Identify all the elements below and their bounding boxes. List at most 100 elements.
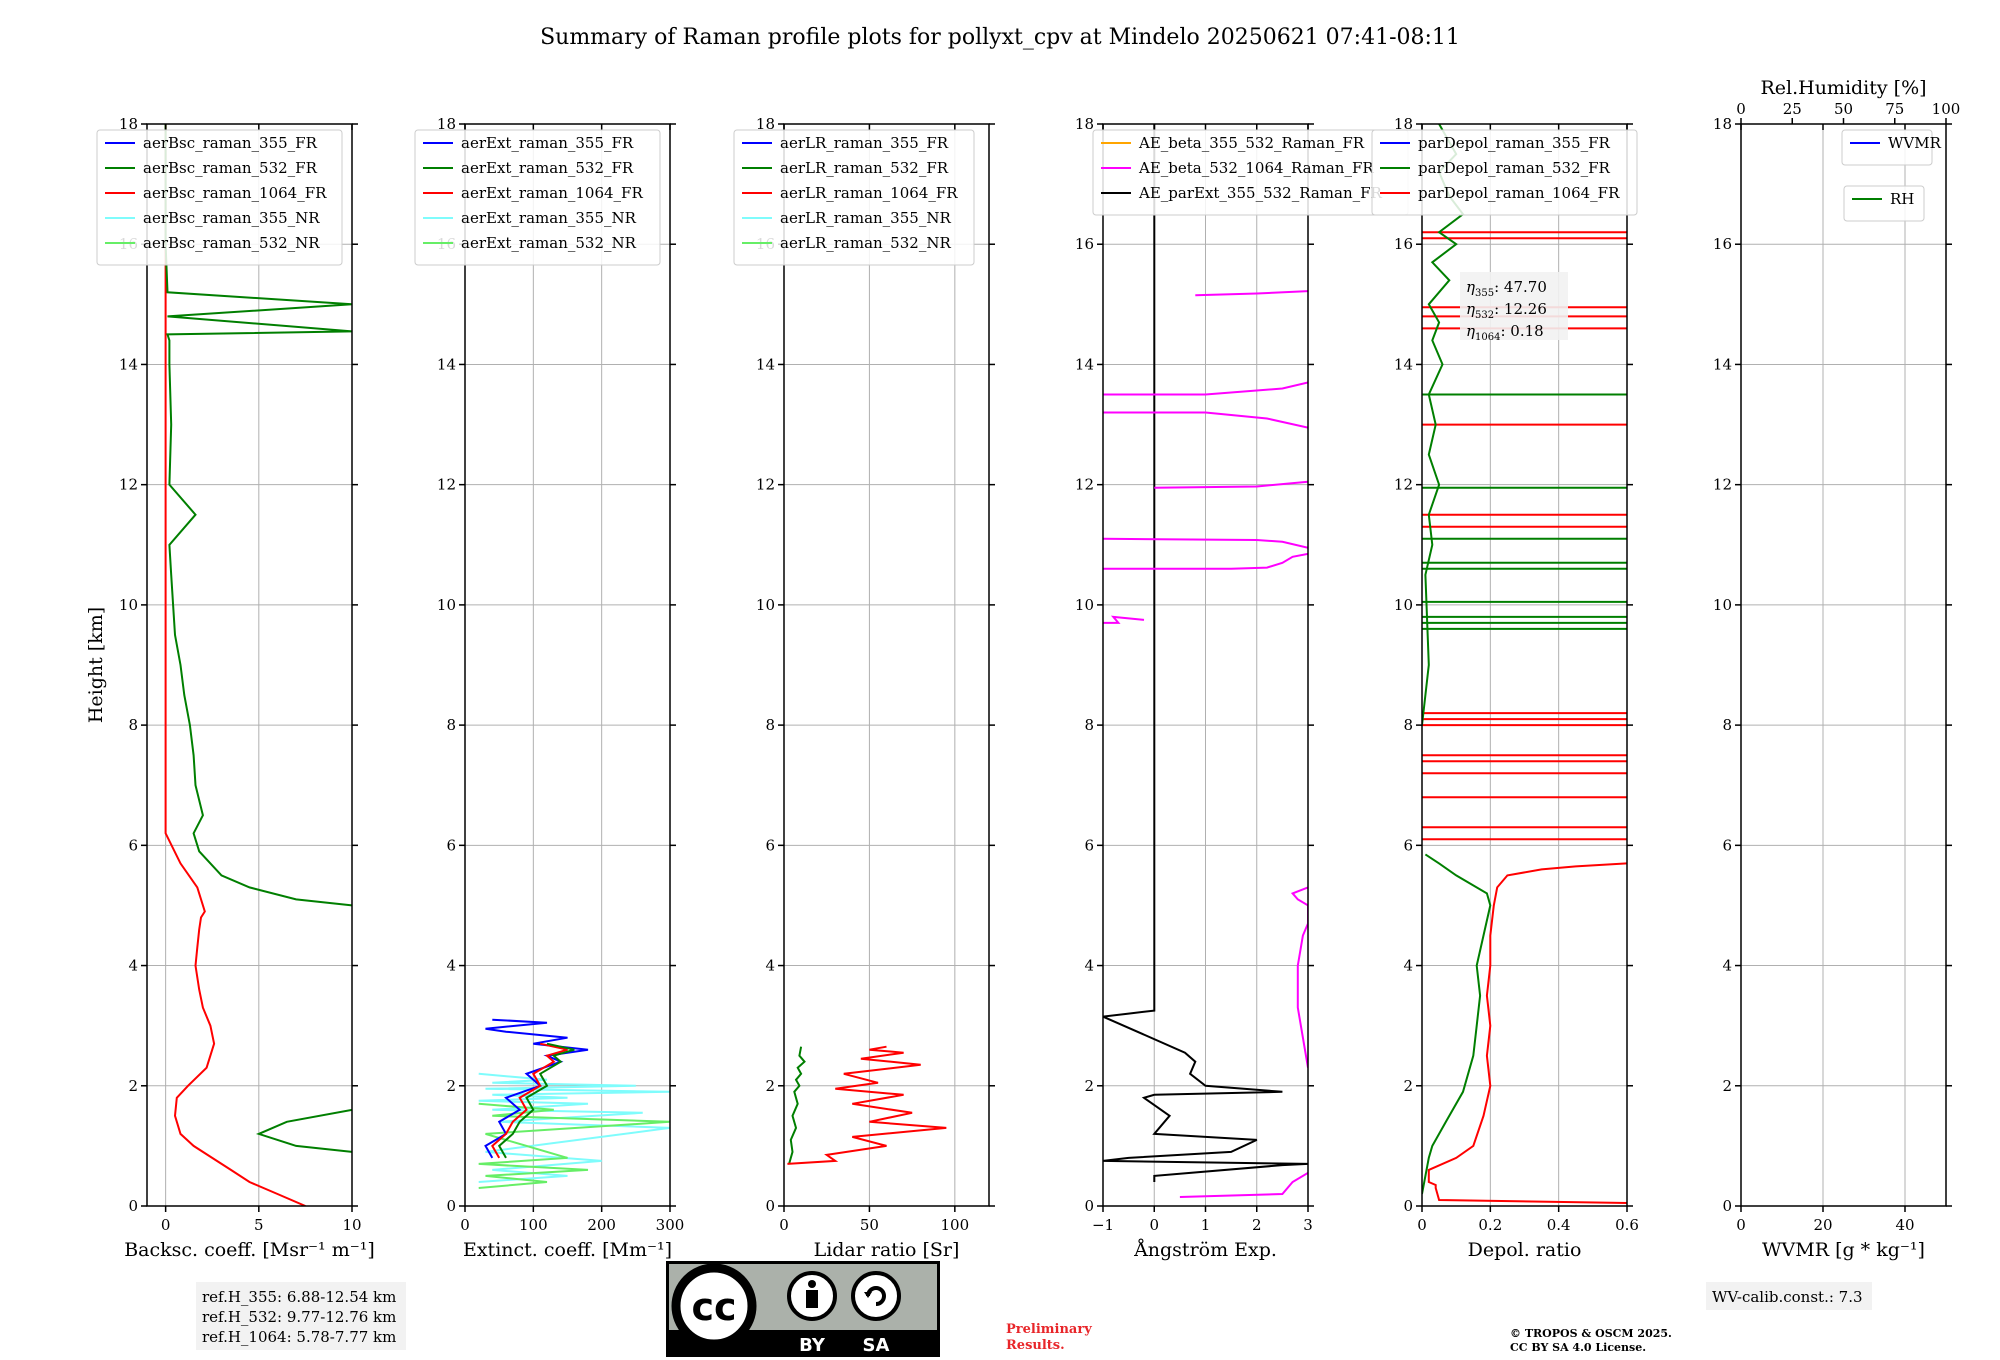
legend-entry: parDepol_raman_532_FR — [1418, 159, 1611, 177]
ref-heights-box: ref.H_355: 6.88-12.54 km ref.H_532: 9.77… — [196, 1282, 406, 1350]
by-label: BY — [799, 1335, 826, 1356]
y-tick-label: 18 — [119, 115, 138, 133]
top-x-tick-label: 75 — [1885, 100, 1904, 118]
top-x-tick-label: 25 — [1783, 100, 1802, 118]
y-tick-label: 8 — [1403, 716, 1413, 734]
y-tick-label: 0 — [765, 1197, 775, 1215]
x-axis-label: Depol. ratio — [1468, 1239, 1582, 1261]
y-tick-label: 16 — [1394, 235, 1413, 253]
series-line-magenta — [1103, 411, 1308, 429]
y-tick-label: 10 — [756, 596, 775, 614]
ref-height-1064: ref.H_1064: 5.78-7.77 km — [202, 1328, 396, 1346]
legend-box — [1841, 129, 1933, 166]
x-axis-label: Backsc. coeff. [Msr⁻¹ m⁻¹] — [124, 1239, 375, 1261]
legend-entry: aerExt_raman_355_NR — [461, 209, 637, 227]
cc-icon — [671, 1263, 757, 1349]
y-tick-label: 16 — [1075, 235, 1094, 253]
axes-frame — [1421, 123, 1628, 1207]
legend-rh: RH — [1843, 185, 1925, 222]
annotation-line: η532: 12.26 — [1466, 300, 1547, 321]
copyright-line-1: © TROPOS & OSCM 2025. — [1510, 1327, 1672, 1340]
y-tick-label: 18 — [1713, 115, 1732, 133]
series-line-red — [164, 124, 306, 1206]
series-group — [787, 1045, 947, 1165]
series-group — [1103, 124, 1308, 1198]
y-tick-label: 4 — [1403, 957, 1413, 975]
x-tick-label: 100 — [941, 1216, 970, 1234]
top-x-tick-label: 50 — [1834, 100, 1853, 118]
axes-frame — [146, 123, 353, 1207]
legend-entry: aerExt_raman_532_FR — [461, 159, 634, 177]
y-tick-label: 12 — [437, 476, 456, 494]
series-line-red — [1427, 862, 1627, 1204]
series-line-red — [491, 1042, 568, 1159]
legend: aerExt_raman_355_FR aerExt_raman_532_FRae… — [414, 129, 661, 266]
y-tick-label: 0 — [128, 1197, 138, 1215]
copyright-line-2: CC BY SA 4.0 License. — [1510, 1341, 1646, 1354]
legend-entry: aerLR_raman_1064_FR — [780, 184, 958, 202]
ref-height-355: ref.H_355: 6.88-12.54 km — [202, 1288, 396, 1306]
y-tick-label: 4 — [128, 957, 138, 975]
y-tick-label: 18 — [1394, 115, 1413, 133]
legend-entry: aerBsc_raman_355_FR — [143, 134, 318, 152]
y-tick-label: 6 — [1403, 836, 1413, 854]
axes-frame — [1740, 123, 1947, 1207]
legend-entry: aerLR_raman_532_NR — [780, 234, 951, 252]
legend-entry: aerBsc_raman_532_FR — [143, 159, 318, 177]
y-tick-label: 16 — [1713, 235, 1732, 253]
legend-entry: aerExt_raman_1064_FR — [461, 184, 643, 202]
x-tick-label: 1 — [1201, 1216, 1211, 1234]
y-tick-label: 14 — [756, 355, 775, 373]
series-line-magenta — [1154, 480, 1308, 489]
x-tick-label: 50 — [860, 1216, 879, 1234]
legend-entry: parDepol_raman_355_FR — [1418, 134, 1611, 152]
legend-box — [1371, 129, 1638, 216]
legend-box — [733, 129, 975, 266]
y-tick-label: 8 — [1084, 716, 1094, 734]
wv-calib-const: WV-calib.const.: 7.3 — [1712, 1288, 1863, 1306]
x-tick-label: 3 — [1303, 1216, 1313, 1234]
preliminary-label: Preliminary — [1006, 1322, 1092, 1337]
y-tick-label: 2 — [1403, 1077, 1413, 1095]
y-tick-label: 0 — [1403, 1197, 1413, 1215]
y-tick-label: 0 — [1722, 1197, 1732, 1215]
y-tick-label: 14 — [437, 355, 456, 373]
series-line-black — [1103, 124, 1308, 1182]
axes-frame — [783, 123, 990, 1207]
y-tick-label: 4 — [1084, 957, 1094, 975]
series-line-green — [255, 1108, 352, 1153]
legend-entry: RH — [1890, 190, 1914, 208]
legend-box — [1843, 185, 1925, 222]
top-x-tick-label: 100 — [1932, 100, 1961, 118]
x-tick-label: 100 — [519, 1216, 548, 1234]
y-tick-label: 4 — [1722, 957, 1732, 975]
series-line-magenta — [1195, 290, 1308, 297]
y-tick-label: 2 — [765, 1077, 775, 1095]
y-tick-label: 8 — [128, 716, 138, 734]
legend-entry: aerLR_raman_355_FR — [780, 134, 949, 152]
x-tick-label: 300 — [656, 1216, 685, 1234]
legend-entry: aerExt_raman_532_NR — [461, 234, 637, 252]
x-axis-label: Lidar ratio [Sr] — [814, 1239, 960, 1261]
panel-3: 050100024681012141618Lidar ratio [Sr]aer… — [733, 115, 995, 1261]
y-tick-label: 18 — [1075, 115, 1094, 133]
series-line-magenta — [1103, 552, 1308, 570]
figure-title: Summary of Raman profile plots for polly… — [540, 25, 1460, 50]
x-tick-label: 5 — [254, 1216, 264, 1234]
y-tick-label: 2 — [1722, 1077, 1732, 1095]
y-tick-label: 14 — [119, 355, 138, 373]
legend-box — [414, 129, 661, 266]
legend: AE_beta_355_532_Raman_FR AE_beta_532_1064… — [1092, 129, 1409, 216]
y-tick-label: 2 — [446, 1077, 456, 1095]
legend: parDepol_raman_355_FR parDepol_raman_532_… — [1371, 129, 1638, 216]
legend-box — [96, 129, 343, 266]
y-tick-label: 14 — [1075, 355, 1094, 373]
y-tick-label: 6 — [765, 836, 775, 854]
x-tick-label: 0 — [460, 1216, 470, 1234]
legend-entry: aerExt_raman_355_FR — [461, 134, 634, 152]
panel-6: 0 20 40 0 2 4 6 8 10 12 14 16 18 WVMR [g * kg⁻¹] 0 25 50… — [1713, 77, 1960, 1261]
legend-entry: aerLR_raman_532_FR — [780, 159, 949, 177]
top-axis-label: Rel.Humidity [%] — [1760, 77, 1926, 99]
